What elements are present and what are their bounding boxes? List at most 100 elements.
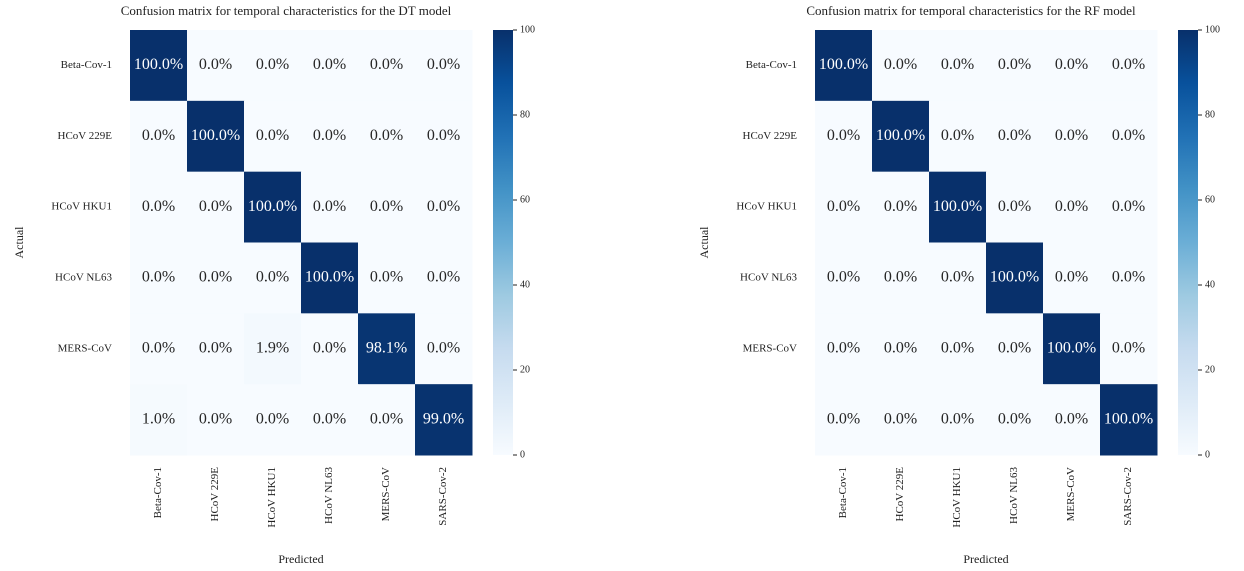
heatmap-cell xyxy=(415,171,473,243)
x-tick-label: Beta-Cov-1 xyxy=(837,467,849,518)
heatmap-cell xyxy=(187,242,245,314)
cell-label: 0.0% xyxy=(199,410,232,427)
cell-label: 0.0% xyxy=(256,56,289,73)
cell-label: 0.0% xyxy=(370,269,403,286)
cell-label: 0.0% xyxy=(941,339,974,356)
cell-label: 0.0% xyxy=(256,410,289,427)
y-tick-label: HCoV NL63 xyxy=(740,271,797,283)
cell-label: 0.0% xyxy=(313,56,346,73)
x-tick-label: SARS-Cov-2 xyxy=(1122,467,1134,526)
cell-label: 0.0% xyxy=(827,198,860,215)
colorbar-tick-label: 0 xyxy=(520,449,525,460)
cell-label: 0.0% xyxy=(427,269,460,286)
cell-label: 0.0% xyxy=(427,56,460,73)
heatmap-cell xyxy=(1043,242,1101,314)
x-tick-label: MERS-CoV xyxy=(1065,467,1077,521)
heatmap-cell xyxy=(244,100,302,173)
heatmap-cell xyxy=(986,30,1044,102)
chart-title: Confusion matrix for temporal characteri… xyxy=(121,3,452,18)
cell-label: 0.0% xyxy=(1112,269,1145,286)
cell-label: 0.0% xyxy=(427,127,460,144)
heatmap-cell xyxy=(1100,242,1158,314)
cell-label: 0.0% xyxy=(427,339,460,356)
cell-label: 0.0% xyxy=(827,339,860,356)
cell-label: 0.0% xyxy=(142,127,175,144)
cell-label: 0.0% xyxy=(313,410,346,427)
cell-label: 0.0% xyxy=(941,56,974,73)
x-axis-label: Predicted xyxy=(963,552,1008,566)
cell-label: 0.0% xyxy=(884,339,917,356)
colorbar-tick-label: 100 xyxy=(1205,24,1220,35)
y-tick-label: HCoV HKU1 xyxy=(51,201,112,213)
x-tick-label: HCoV 229E xyxy=(209,467,221,522)
colorbar-tick-label: 0 xyxy=(1205,449,1210,460)
heatmap-cell xyxy=(358,100,416,173)
cell-label: 0.0% xyxy=(313,339,346,356)
heatmap-cell xyxy=(1100,100,1158,173)
cell-label: 0.0% xyxy=(998,198,1031,215)
colorbar-tick-label: 100 xyxy=(520,24,535,35)
cell-label: 100.0% xyxy=(876,127,925,144)
heatmap-cell xyxy=(872,171,930,243)
heatmap-cell xyxy=(130,384,188,456)
cell-label: 100.0% xyxy=(191,127,240,144)
colorbar xyxy=(493,30,513,455)
heatmap-cell xyxy=(929,171,987,243)
cell-label: 0.0% xyxy=(1055,198,1088,215)
heatmap-cell xyxy=(130,30,188,102)
heatmap-cell xyxy=(929,242,987,314)
x-tick-label: HCoV NL63 xyxy=(323,467,335,524)
heatmap-cell xyxy=(986,242,1044,314)
cell-label: 0.0% xyxy=(1112,56,1145,73)
heatmap-cell xyxy=(986,384,1044,456)
cell-label: 100.0% xyxy=(933,198,982,215)
cell-label: 0.0% xyxy=(370,127,403,144)
cell-label: 100.0% xyxy=(134,56,183,73)
cell-label: 100.0% xyxy=(1104,410,1153,427)
x-tick-label: Beta-Cov-1 xyxy=(152,467,164,518)
colorbar-tick-label: 80 xyxy=(1205,109,1215,120)
heatmap-cell xyxy=(130,313,188,385)
cell-label: 0.0% xyxy=(1112,198,1145,215)
colorbar-tick-label: 40 xyxy=(1205,279,1215,290)
heatmap-cell xyxy=(130,171,188,243)
cell-label: 1.9% xyxy=(256,339,289,356)
cell-label: 0.0% xyxy=(884,410,917,427)
heatmap-cell xyxy=(815,100,873,173)
heatmap-cell xyxy=(1100,384,1158,456)
heatmap-cell xyxy=(1043,171,1101,243)
heatmap-cell xyxy=(130,100,188,173)
heatmap-cell xyxy=(244,313,302,385)
heatmap-cell xyxy=(815,313,873,385)
heatmap-cell xyxy=(872,242,930,314)
cell-label: 100.0% xyxy=(1047,339,1096,356)
y-tick-label: Beta-Cov-1 xyxy=(746,59,797,71)
y-tick-label: MERS-CoV xyxy=(58,342,112,354)
heatmap-cell xyxy=(187,171,245,243)
cell-label: 0.0% xyxy=(1055,410,1088,427)
cell-label: 0.0% xyxy=(142,198,175,215)
x-axis-label: Predicted xyxy=(278,552,323,566)
cell-label: 0.0% xyxy=(884,198,917,215)
heatmap-cell xyxy=(1043,384,1101,456)
heatmap-cell xyxy=(301,30,359,102)
cell-label: 100.0% xyxy=(819,56,868,73)
cell-label: 0.0% xyxy=(370,56,403,73)
colorbar xyxy=(1178,30,1198,455)
cell-label: 0.0% xyxy=(142,339,175,356)
cell-label: 0.0% xyxy=(998,339,1031,356)
y-tick-label: HCoV HKU1 xyxy=(736,201,797,213)
cell-label: 98.1% xyxy=(366,339,407,356)
colorbar-tick-label: 20 xyxy=(1205,364,1215,375)
heatmap-cell xyxy=(929,313,987,385)
heatmap-cell xyxy=(986,171,1044,243)
heatmap-cell xyxy=(301,171,359,243)
x-tick-label: HCoV HKU1 xyxy=(266,467,278,528)
cell-label: 0.0% xyxy=(370,410,403,427)
heatmap-cell xyxy=(1043,313,1101,385)
heatmap-cell xyxy=(301,242,359,314)
heatmap-cell xyxy=(1043,100,1101,173)
heatmap-cell xyxy=(244,384,302,456)
heatmap-cell xyxy=(415,100,473,173)
